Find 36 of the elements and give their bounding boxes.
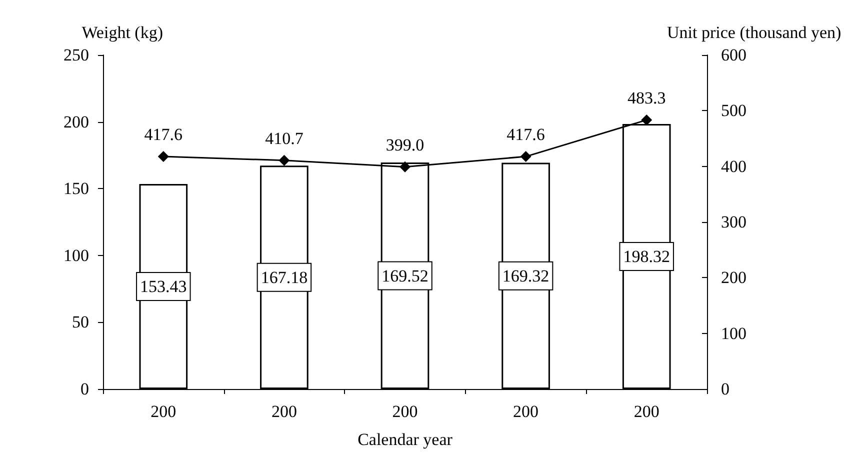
x-tick-label: 200 [634,402,660,421]
y-tick-label: 200 [64,112,89,132]
y2-tick-label: 600 [721,46,746,64]
data-label: 198.32 [623,247,670,266]
x-tick-label: 200 [150,402,176,421]
data-label: 169.52 [382,266,428,286]
y-tick-label: 250 [64,46,89,64]
point [400,161,410,172]
x-axis-title: Calendar year [358,430,453,449]
y2-tick-label: 200 [721,268,746,288]
data-label: 169.32 [502,266,550,286]
y-tick-label: 0 [80,380,89,398]
y2-tick-label: 500 [721,101,746,120]
data-label: 167.18 [260,268,308,287]
point [641,114,652,126]
x-tick-label: 200 [271,402,297,421]
point [520,151,532,162]
y-axis-title: Weight (kg) [82,23,163,42]
y2-tick-label: 400 [721,156,746,176]
y-tick-label: 50 [72,312,89,332]
y2-tick-label: 300 [721,212,746,232]
data-label: 417.6 [144,125,183,144]
x-tick-label: 200 [513,402,539,421]
point [278,154,290,166]
y-tick-label: 100 [64,246,89,265]
y-tick-label: 150 [64,179,89,198]
data-label: 417.6 [506,125,545,144]
data-label: 399.0 [386,135,424,154]
data-label: 483.3 [627,88,666,108]
x-tick-label: 200 [392,402,418,421]
data-label: 153.43 [140,277,187,296]
y2-axis-title: Unit price (thousand yen) [667,23,842,42]
y2-tick-label: 100 [721,324,746,343]
point [158,151,169,162]
y2-tick-label: 0 [721,380,730,398]
data-label: 410.7 [265,128,304,148]
